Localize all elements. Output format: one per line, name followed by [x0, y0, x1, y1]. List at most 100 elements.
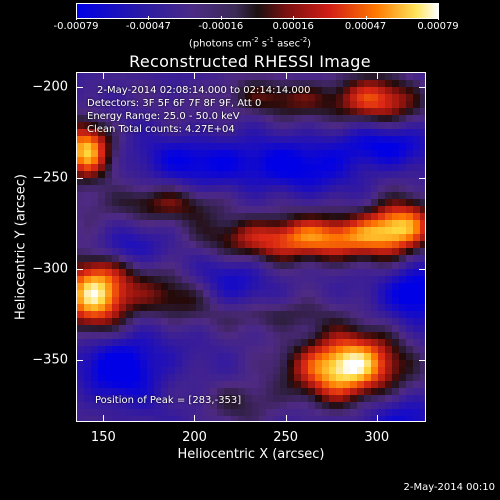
- colorbar-tick-mark: [220, 16, 222, 20]
- heatmap-cell: [413, 276, 421, 284]
- y-tick-label: −300: [32, 261, 68, 277]
- heatmap-cell: [280, 318, 288, 326]
- heatmap-cell: [343, 262, 351, 270]
- heatmap-cell: [84, 283, 92, 291]
- heatmap-cell: [105, 213, 113, 221]
- heatmap-cell: [98, 388, 106, 396]
- heatmap-cell: [112, 227, 120, 235]
- heatmap-cell: [259, 150, 267, 158]
- heatmap-cell: [336, 255, 344, 263]
- heatmap-cell: [98, 339, 106, 347]
- heatmap-cell: [357, 108, 365, 116]
- heatmap-cell: [203, 80, 211, 88]
- heatmap-cell: [168, 94, 176, 102]
- heatmap-cell: [259, 94, 267, 102]
- heatmap-cell: [196, 80, 204, 88]
- heatmap-cell: [378, 269, 386, 277]
- heatmap-cell: [189, 332, 197, 340]
- overlay-counts: Clean Total counts: 4.27E+04: [87, 124, 235, 135]
- heatmap-cell: [294, 115, 302, 123]
- heatmap-cell: [182, 122, 190, 130]
- heatmap-cell: [343, 325, 351, 333]
- heatmap-cell: [210, 108, 218, 116]
- heatmap-cell: [357, 409, 365, 417]
- heatmap-cell: [161, 248, 169, 256]
- heatmap-cell: [336, 108, 344, 116]
- heatmap-cell: [273, 332, 281, 340]
- heatmap-cell: [301, 122, 309, 130]
- heatmap-cell: [217, 227, 225, 235]
- heatmap-cell: [126, 73, 134, 81]
- heatmap-cell: [294, 346, 302, 354]
- heatmap-cell: [77, 73, 85, 81]
- heatmap-cell: [126, 241, 134, 249]
- heatmap-cell: [392, 360, 400, 368]
- heatmap-cell: [301, 73, 309, 81]
- heatmap-cell: [147, 227, 155, 235]
- heatmap-cell: [294, 157, 302, 165]
- heatmap-cell: [147, 80, 155, 88]
- heatmap-cell: [322, 339, 330, 347]
- heatmap-cell: [189, 101, 197, 109]
- heatmap-cell: [98, 199, 106, 207]
- heatmap-cell: [133, 192, 141, 200]
- heatmap-cell: [392, 332, 400, 340]
- heatmap-cell: [259, 374, 267, 382]
- heatmap-cell: [98, 381, 106, 389]
- heatmap-cell: [245, 129, 253, 137]
- heatmap-cell: [287, 402, 295, 410]
- heatmap-cell: [161, 192, 169, 200]
- heatmap-cell: [154, 290, 162, 298]
- heatmap-cell: [105, 129, 113, 137]
- heatmap-cell: [329, 248, 337, 256]
- heatmap-cell: [308, 122, 316, 130]
- heatmap-cell: [105, 339, 113, 347]
- heatmap-cell: [189, 136, 197, 144]
- heatmap-cell: [266, 101, 274, 109]
- heatmap-cell: [84, 346, 92, 354]
- heatmap-cell: [231, 136, 239, 144]
- heatmap-cell: [252, 255, 260, 263]
- heatmap-cell: [126, 94, 134, 102]
- heatmap-cell: [196, 150, 204, 158]
- heatmap-cell: [84, 192, 92, 200]
- heatmap-cell: [266, 402, 274, 410]
- heatmap-cell: [175, 388, 183, 396]
- heatmap-cell: [224, 402, 232, 410]
- heatmap-cell: [273, 122, 281, 130]
- heatmap-cell: [259, 283, 267, 291]
- heatmap-cell: [259, 122, 267, 130]
- heatmap-cell: [161, 388, 169, 396]
- heatmap-cell: [231, 150, 239, 158]
- heatmap-cell: [252, 171, 260, 179]
- heatmap-cell: [315, 122, 323, 130]
- heatmap-cell: [224, 129, 232, 137]
- heatmap-cell: [259, 353, 267, 361]
- heatmap-cell: [315, 283, 323, 291]
- heatmap-cell: [238, 276, 246, 284]
- heatmap-cell: [196, 171, 204, 179]
- heatmap-cell: [140, 171, 148, 179]
- heatmap-cell: [399, 220, 407, 228]
- heatmap-cell: [252, 248, 260, 256]
- heatmap-cell: [406, 318, 414, 326]
- heatmap-cell: [98, 332, 106, 340]
- heatmap-cell: [168, 346, 176, 354]
- heatmap-cell: [392, 73, 400, 81]
- heatmap-cell: [77, 122, 85, 130]
- heatmap-cell: [350, 241, 358, 249]
- heatmap-cell: [77, 353, 85, 361]
- heatmap-cell: [84, 269, 92, 277]
- heatmap-cell: [91, 185, 99, 193]
- heatmap-cell: [371, 199, 379, 207]
- heatmap-cell: [154, 101, 162, 109]
- heatmap-cell: [217, 80, 225, 88]
- heatmap-cell: [168, 73, 176, 81]
- heatmap-cell: [406, 339, 414, 347]
- heatmap-cell: [259, 171, 267, 179]
- heatmap-cell: [175, 94, 183, 102]
- heatmap-cell: [343, 108, 351, 116]
- heatmap-cell: [406, 276, 414, 284]
- heatmap-cell: [252, 325, 260, 333]
- heatmap-cell: [119, 269, 127, 277]
